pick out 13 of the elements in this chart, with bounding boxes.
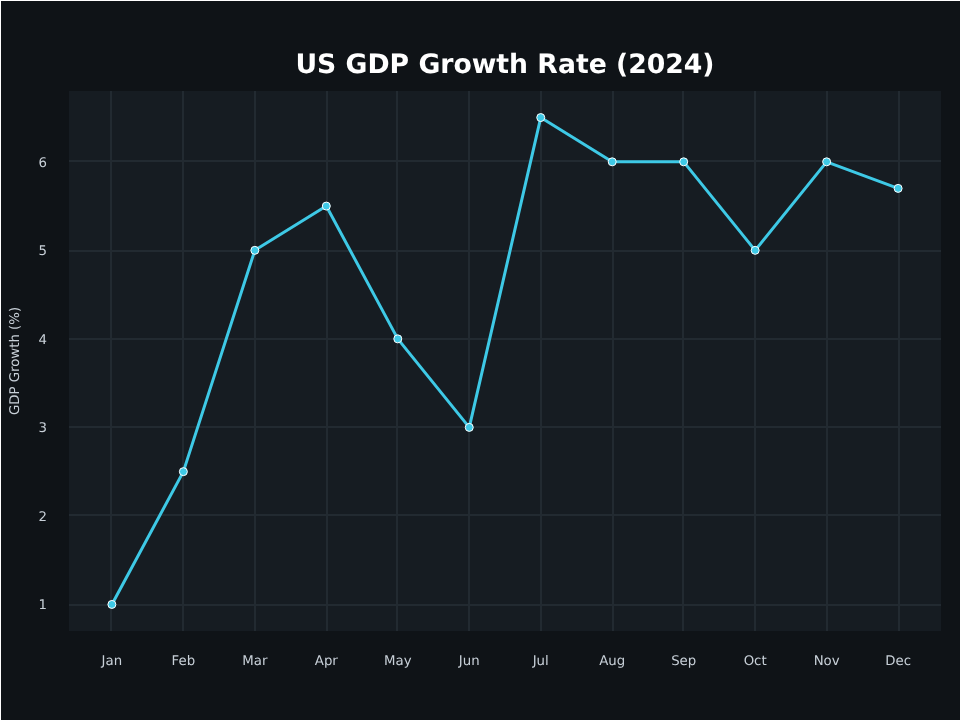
- point: [607, 157, 617, 167]
- point: [107, 599, 117, 609]
- point: [393, 334, 403, 344]
- point: [679, 157, 689, 167]
- point: [321, 201, 331, 211]
- point: [178, 467, 188, 477]
- point: [536, 113, 546, 123]
- point: [750, 245, 760, 255]
- chart-title: US GDP Growth Rate (2024): [295, 51, 715, 81]
- point: [822, 157, 832, 167]
- point: [464, 422, 474, 432]
- point: [893, 183, 903, 193]
- point: [250, 245, 260, 255]
